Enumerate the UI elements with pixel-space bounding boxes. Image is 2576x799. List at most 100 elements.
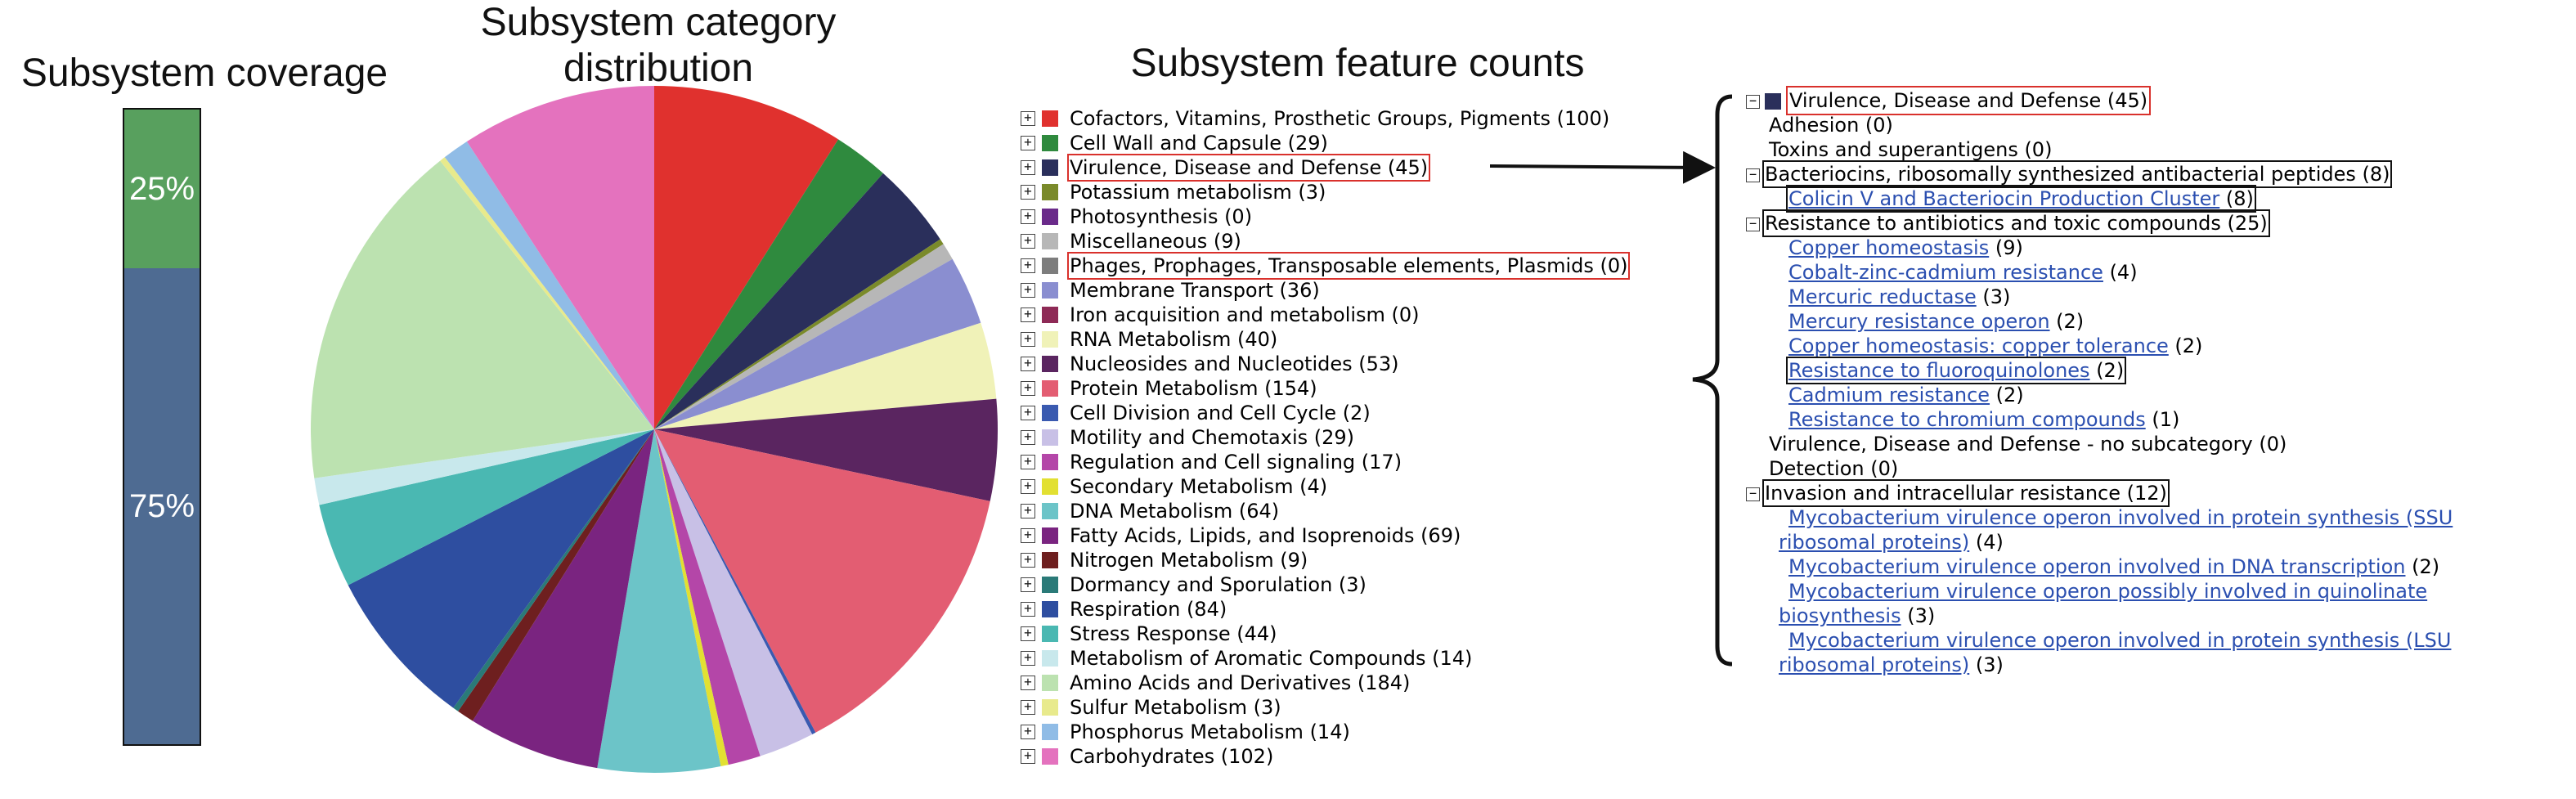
legend-item[interactable]: + Cofactors, Vitamins, Prosthetic Groups,… <box>1021 106 1691 131</box>
subsystem-link[interactable]: Mercuric reductase <box>1788 285 1977 308</box>
expand-icon[interactable]: + <box>1021 430 1035 445</box>
subsystem-link[interactable]: Mycobacterium virulence operon possibly … <box>1788 580 2428 603</box>
tree-row[interactable]: ribosomal proteins) (4) <box>1746 530 2572 554</box>
subsystem-link[interactable]: Mycobacterium virulence operon involved … <box>1788 629 2452 652</box>
subsystem-link[interactable]: Resistance to chromium compounds <box>1788 408 2146 431</box>
subsystem-link[interactable]: Mycobacterium virulence operon involved … <box>1788 506 2453 529</box>
expand-icon[interactable]: + <box>1021 406 1035 420</box>
subsystem-link[interactable]: Cobalt-zinc-cadmium resistance <box>1788 261 2103 284</box>
legend-item[interactable]: + Photosynthesis (0) <box>1021 204 1691 229</box>
subsystem-link[interactable]: Mercury resistance operon <box>1788 310 2050 333</box>
legend-item[interactable]: + Cell Division and Cell Cycle (2) <box>1021 401 1691 425</box>
legend-item[interactable]: + Potassium metabolism (3) <box>1021 180 1691 204</box>
expand-icon[interactable]: + <box>1021 307 1035 322</box>
tree-row[interactable]: Cadmium resistance (2) <box>1746 383 2572 407</box>
expand-icon[interactable]: + <box>1021 577 1035 592</box>
tree-root[interactable]: − Virulence, Disease and Defense (45) <box>1746 86 2572 115</box>
subsystem-link[interactable]: ribosomal proteins) <box>1779 531 1970 554</box>
tree-row[interactable]: Colicin V and Bacteriocin Production Clu… <box>1746 185 2572 213</box>
legend-item[interactable]: + Respiration (84) <box>1021 597 1691 622</box>
tree-row[interactable]: − Resistance to antibiotics and toxic com… <box>1746 209 2572 237</box>
subsystem-link[interactable]: Colicin V and Bacteriocin Production Clu… <box>1788 187 2220 210</box>
legend-item[interactable]: + Cell Wall and Capsule (29) <box>1021 131 1691 155</box>
tree-row[interactable]: Resistance to chromium compounds (1) <box>1746 407 2572 432</box>
legend-item[interactable]: + Dormancy and Sporulation (3) <box>1021 572 1691 597</box>
legend-item[interactable]: + Regulation and Cell signaling (17) <box>1021 450 1691 474</box>
tree-row[interactable]: − Invasion and intracellular resistance (… <box>1746 479 2572 507</box>
expand-icon[interactable]: + <box>1021 528 1035 543</box>
subsystem-link[interactable]: ribosomal proteins) <box>1779 653 1970 676</box>
tree-row[interactable]: Mycobacterium virulence operon involved … <box>1746 628 2572 653</box>
legend-item[interactable]: + Stress Response (44) <box>1021 622 1691 646</box>
arrow-line <box>1489 150 1716 184</box>
expand-icon[interactable]: + <box>1021 504 1035 518</box>
legend-item[interactable]: + Sulfur Metabolism (3) <box>1021 695 1691 720</box>
expand-icon[interactable]: + <box>1021 258 1035 273</box>
tree-row[interactable]: Resistance to fluoroquinolones (2) <box>1746 357 2572 384</box>
legend-item[interactable]: + Virulence, Disease and Defense (45) <box>1021 154 1691 182</box>
expand-icon[interactable]: + <box>1021 136 1035 150</box>
expand-icon[interactable]: + <box>1021 185 1035 200</box>
expand-icon[interactable]: + <box>1021 209 1035 224</box>
subsystem-link[interactable]: Copper homeostasis <box>1788 236 1990 259</box>
tree-row[interactable]: Mycobacterium virulence operon involved … <box>1746 554 2572 579</box>
legend-item[interactable]: + DNA Metabolism (64) <box>1021 499 1691 523</box>
collapse-icon[interactable]: − <box>1746 217 1760 231</box>
tree-row-content: Mycobacterium virulence operon possibly … <box>1788 580 2427 603</box>
legend-item[interactable]: + Amino Acids and Derivatives (184) <box>1021 671 1691 695</box>
tree-row-content: Resistance to chromium compounds (1) <box>1788 408 2179 431</box>
expand-icon[interactable]: + <box>1021 553 1035 568</box>
expand-icon[interactable]: + <box>1021 749 1035 764</box>
expand-icon[interactable]: + <box>1021 455 1035 469</box>
legend-item[interactable]: + Nucleosides and Nucleotides (53) <box>1021 352 1691 376</box>
tree-row[interactable]: Mycobacterium virulence operon involved … <box>1746 505 2572 530</box>
subsystem-link[interactable]: Cadmium resistance <box>1788 384 1990 406</box>
tree-row[interactable]: Mycobacterium virulence operon possibly … <box>1746 579 2572 604</box>
legend-swatch <box>1042 675 1058 691</box>
collapse-icon[interactable]: − <box>1746 168 1760 182</box>
tree-row[interactable]: − Bacteriocins, ribosomally synthesized a… <box>1746 160 2572 188</box>
tree-row[interactable]: Copper homeostasis: copper tolerance (2) <box>1746 334 2572 358</box>
expand-icon[interactable]: + <box>1021 676 1035 690</box>
subsystem-link[interactable]: Resistance to fluoroquinolones <box>1788 359 2090 382</box>
expand-icon[interactable]: + <box>1021 357 1035 371</box>
legend-item[interactable]: + Nitrogen Metabolism (9) <box>1021 548 1691 572</box>
tree-row[interactable]: ribosomal proteins) (3) <box>1746 653 2572 677</box>
expand-icon[interactable]: + <box>1021 602 1035 617</box>
legend-item[interactable]: + Phages, Prophages, Transposable element… <box>1021 252 1691 280</box>
legend-item[interactable]: + Fatty Acids, Lipids, and Isoprenoids (6… <box>1021 523 1691 548</box>
expand-icon[interactable]: + <box>1021 234 1035 249</box>
legend-item[interactable]: + Protein Metabolism (154) <box>1021 376 1691 401</box>
expand-icon[interactable]: + <box>1021 626 1035 641</box>
expand-icon[interactable]: + <box>1021 651 1035 666</box>
expand-icon[interactable]: + <box>1021 725 1035 739</box>
tree-plain-label: Virulence, Disease and Defense - no subc… <box>1769 433 2287 456</box>
tree-row[interactable]: biosynthesis (3) <box>1746 604 2572 628</box>
subsystem-link[interactable]: biosynthesis <box>1779 604 1901 627</box>
expand-icon[interactable]: + <box>1021 332 1035 347</box>
legend-item[interactable]: + Carbohydrates (102) <box>1021 744 1691 769</box>
tree-row[interactable]: Mercuric reductase (3) <box>1746 285 2572 309</box>
expand-icon[interactable]: + <box>1021 700 1035 715</box>
tree-row[interactable]: Mercury resistance operon (2) <box>1746 309 2572 334</box>
expand-icon[interactable]: + <box>1021 479 1035 494</box>
expand-icon[interactable]: + <box>1021 283 1035 298</box>
legend-item[interactable]: + Iron acquisition and metabolism (0) <box>1021 303 1691 327</box>
subsystem-link[interactable]: Copper homeostasis: copper tolerance <box>1788 334 2169 357</box>
legend-item[interactable]: + RNA Metabolism (40) <box>1021 327 1691 352</box>
legend-item[interactable]: + Miscellaneous (9) <box>1021 229 1691 254</box>
tree-row[interactable]: Copper homeostasis (9) <box>1746 236 2572 260</box>
legend-label: Photosynthesis (0) <box>1070 205 1253 228</box>
legend-item[interactable]: + Membrane Transport (36) <box>1021 278 1691 303</box>
expand-icon[interactable]: + <box>1021 111 1035 126</box>
collapse-icon[interactable]: − <box>1746 94 1760 109</box>
expand-icon[interactable]: + <box>1021 160 1035 175</box>
legend-item[interactable]: + Phosphorus Metabolism (14) <box>1021 720 1691 744</box>
expand-icon[interactable]: + <box>1021 381 1035 396</box>
legend-item[interactable]: + Motility and Chemotaxis (29) <box>1021 425 1691 450</box>
subsystem-link[interactable]: Mycobacterium virulence operon involved … <box>1788 555 2406 578</box>
collapse-icon[interactable]: − <box>1746 487 1760 501</box>
tree-row[interactable]: Cobalt-zinc-cadmium resistance (4) <box>1746 260 2572 285</box>
legend-item[interactable]: + Secondary Metabolism (4) <box>1021 474 1691 499</box>
legend-item[interactable]: + Metabolism of Aromatic Compounds (14) <box>1021 646 1691 671</box>
